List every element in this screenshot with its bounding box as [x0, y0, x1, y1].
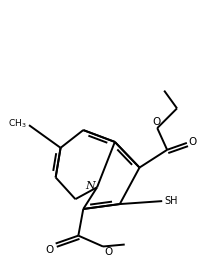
- Text: O: O: [188, 137, 196, 147]
- Text: O: O: [103, 247, 112, 257]
- Text: CH$_3$: CH$_3$: [8, 118, 27, 130]
- Text: O: O: [151, 117, 160, 127]
- Text: O: O: [45, 244, 53, 254]
- Text: SH: SH: [163, 196, 177, 206]
- Text: N: N: [85, 181, 95, 191]
